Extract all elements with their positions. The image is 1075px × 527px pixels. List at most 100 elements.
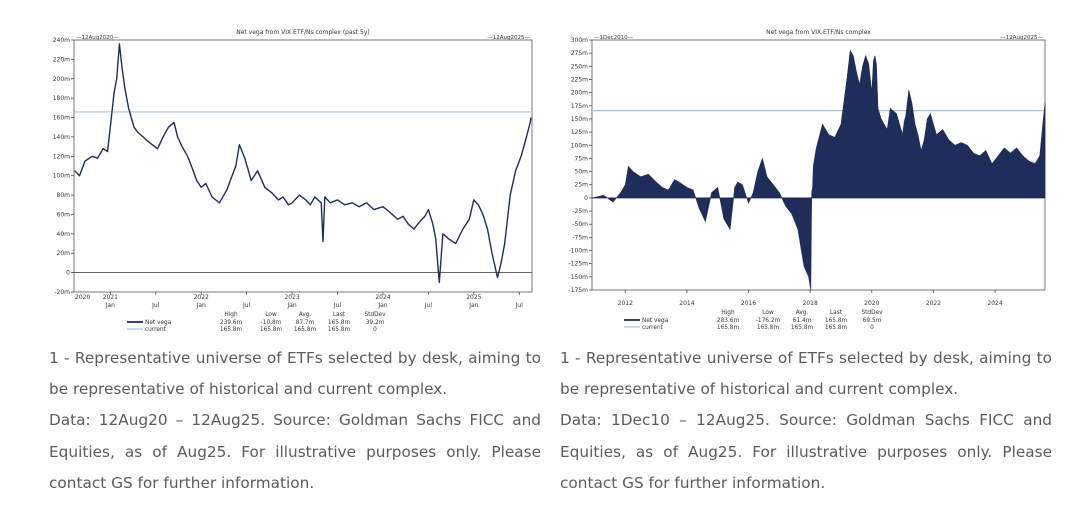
y-tick-label: 80m xyxy=(57,192,71,199)
stats-value: 165.8m xyxy=(757,325,780,331)
y-tick-label: 200m xyxy=(53,76,70,83)
caption-since-2010: 1 - Representative universe of ETFs sele… xyxy=(560,343,1052,499)
y-tick-label: 300m xyxy=(571,37,588,44)
x-year-label: 2023 xyxy=(284,294,299,301)
stats-header: StdDev xyxy=(861,310,883,316)
x-year-label: 2016 xyxy=(741,300,756,307)
x-year-label: 2025 xyxy=(466,294,481,301)
stats-value: 39.2m xyxy=(366,320,385,326)
net-vega-line xyxy=(74,43,532,284)
y-tick-label: -20m xyxy=(54,289,70,296)
stats-value: 0 xyxy=(373,327,377,333)
plot-frame xyxy=(73,39,533,293)
chart-panel-5y: Net vega from VIX ETF/Ns complex (past 5… xyxy=(47,28,537,340)
stats-header: Last xyxy=(333,312,346,318)
y-tick-label: 275m xyxy=(571,50,588,57)
stats-header: Last xyxy=(830,310,843,316)
stats-header: StdDev xyxy=(364,312,386,318)
y-tick-label: 100m xyxy=(571,142,588,149)
x-month-label: Jul xyxy=(242,302,251,309)
x-month-label: Jul xyxy=(515,302,524,309)
y-tick-label: 120m xyxy=(53,153,70,160)
x-year-label: 2024 xyxy=(987,300,1002,307)
x-year-label: 2021 xyxy=(103,294,118,301)
y-tick-label: -150m xyxy=(569,274,589,281)
y-tick-label: 40m xyxy=(57,231,71,238)
y-tick-label: 140m xyxy=(53,134,70,141)
stats-value: 165.8m xyxy=(717,325,740,331)
y-tick-label: 225m xyxy=(571,76,588,83)
y-tick-label: 250m xyxy=(571,63,588,70)
stats-header: Avg. xyxy=(796,310,809,316)
x-month-label: Jul xyxy=(424,302,433,309)
vega-chart-5y: Net vega from VIX ETF/Ns complex (past 5… xyxy=(53,29,533,333)
caption-note: 1 - Representative universe of ETFs sele… xyxy=(49,349,541,399)
stats-value: 165.8m xyxy=(294,327,317,333)
y-tick-label: 100m xyxy=(53,173,70,180)
stats-value: 165.8m xyxy=(220,327,243,333)
x-year-label: 2024 xyxy=(375,294,390,301)
y-tick-label: -75m xyxy=(572,234,588,241)
x-month-label: Jan xyxy=(468,302,478,309)
y-tick-label: 160m xyxy=(53,115,70,122)
y-tick-label: 125m xyxy=(571,129,588,136)
x-month-label: Jul xyxy=(333,302,342,309)
y-tick-label: 60m xyxy=(57,211,71,218)
y-tick-label: -175m xyxy=(569,287,589,294)
x-year-label: 2018 xyxy=(803,300,818,307)
x-month-label: Jan xyxy=(286,302,296,309)
y-tick-label: 220m xyxy=(53,56,70,63)
x-year-label: 2022 xyxy=(194,294,209,301)
y-tick-label: 50m xyxy=(575,169,589,176)
legend-label: Net vega xyxy=(642,318,669,324)
x-month-label: Jul xyxy=(151,302,160,309)
end-date-tag: —12Aug2025— xyxy=(1000,35,1043,41)
y-tick-label: 200m xyxy=(571,90,588,97)
stats-value: 165.8m xyxy=(791,325,814,331)
chart-title: Net vega from VIX ETF/Ns complex xyxy=(766,29,871,36)
legend-label: Net vega xyxy=(145,320,172,326)
stats-header: High xyxy=(224,312,238,318)
caption-note: 1 - Representative universe of ETFs sele… xyxy=(560,349,1052,399)
stats-header: Low xyxy=(265,312,277,318)
y-tick-label: 175m xyxy=(571,103,588,110)
y-tick-label: 20m xyxy=(57,250,71,257)
end-date-tag: —12Aug2025— xyxy=(487,35,530,41)
y-tick-label: 180m xyxy=(53,95,70,102)
x-month-label: Jan xyxy=(196,302,206,309)
stats-header: Low xyxy=(762,310,774,316)
stats-value: 165.8m xyxy=(328,327,351,333)
x-year-label: 2014 xyxy=(679,300,694,307)
y-tick-label: 0 xyxy=(584,195,588,202)
net-vega-area xyxy=(591,49,1046,291)
stats-value: 87.7m xyxy=(296,320,315,326)
x-year-label: 2020 xyxy=(75,294,90,301)
stats-header: Avg. xyxy=(299,312,312,318)
y-tick-label: 150m xyxy=(571,116,588,123)
y-tick-label: 25m xyxy=(575,182,589,189)
stats-value: 165.8m xyxy=(328,320,351,326)
legend-label: current xyxy=(145,327,167,333)
x-month-label: Jan xyxy=(105,302,115,309)
vega-chart-since-2010: Net vega from VIX ETF/Ns complex —1Dec201… xyxy=(569,29,1046,331)
caption-source: Data: 12Aug20 – 12Aug25. Source: Goldman… xyxy=(49,411,541,492)
caption-source: Data: 1Dec10 – 12Aug25. Source: Goldman … xyxy=(560,411,1052,492)
stats-value: 165.8m xyxy=(260,327,283,333)
y-tick-label: -100m xyxy=(569,248,589,255)
x-month-label: Jan xyxy=(377,302,387,309)
start-date-tag: —1Dec2010— xyxy=(594,35,634,41)
y-tick-label: 240m xyxy=(53,37,70,44)
y-tick-label: -125m xyxy=(569,261,589,268)
stats-value: 61.4m xyxy=(793,318,812,324)
chart-title: Net vega from VIX ETF/Ns complex (past 5… xyxy=(236,29,370,36)
stats-value: -10.8m xyxy=(261,320,282,326)
x-year-label: 2012 xyxy=(618,300,633,307)
stats-value: 69.5m xyxy=(863,318,882,324)
legend-label: current xyxy=(642,325,664,331)
stats-header: High xyxy=(721,310,735,316)
chart-panel-since-2010: Net vega from VIX ETF/Ns complex —1Dec201… xyxy=(558,28,1048,340)
stats-value: -176.2m xyxy=(756,318,781,324)
y-tick-label: 75m xyxy=(575,155,589,162)
start-date-tag: —12Aug2020— xyxy=(76,35,119,41)
stats-value: 239.6m xyxy=(220,320,243,326)
